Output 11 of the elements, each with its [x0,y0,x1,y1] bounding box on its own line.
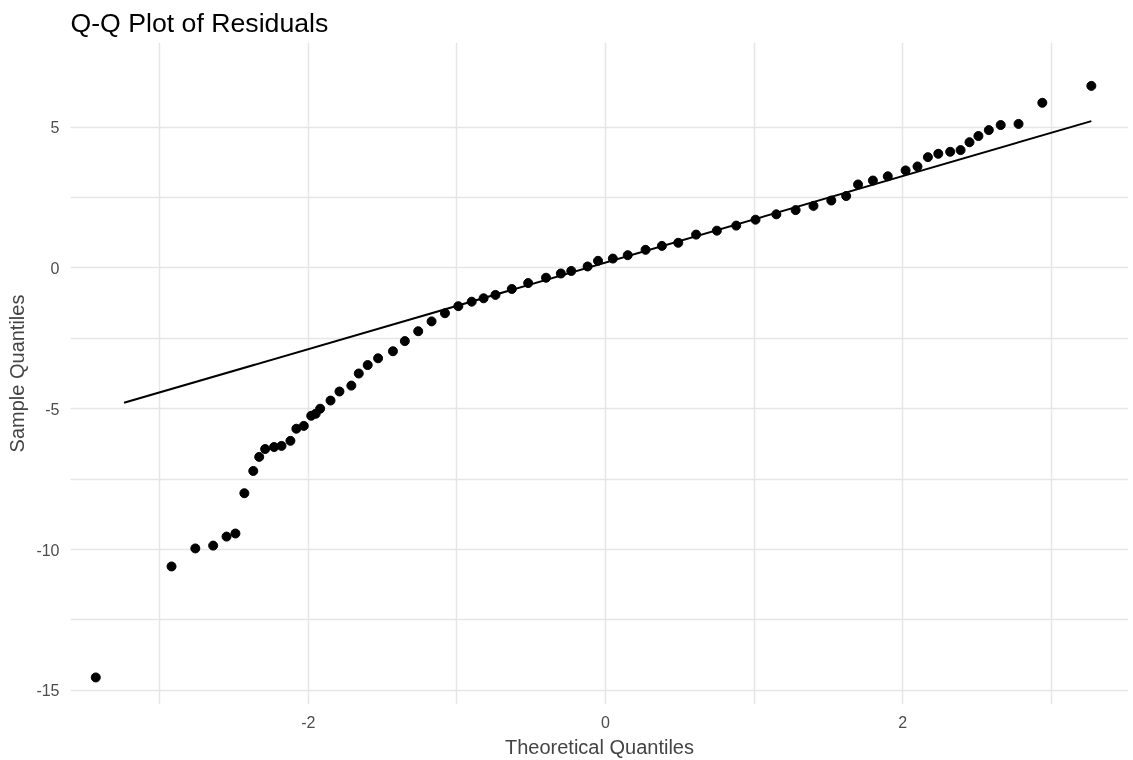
x-tick-label: 2 [898,713,908,731]
y-tick-label: -15 [36,682,60,700]
y-tick-label: 5 [50,119,60,137]
y-tick-label: -5 [45,400,60,418]
chart-title: Q-Q Plot of Residuals [70,7,329,38]
y-tick-label: -10 [36,541,60,559]
x-axis-title: Theoretical Quantiles [505,735,694,758]
x-tick-label: 0 [600,713,610,731]
y-axis-title: Sample Quantiles [6,294,29,453]
y-tick-label: 0 [50,259,60,277]
x-tick-label: -2 [301,713,316,731]
